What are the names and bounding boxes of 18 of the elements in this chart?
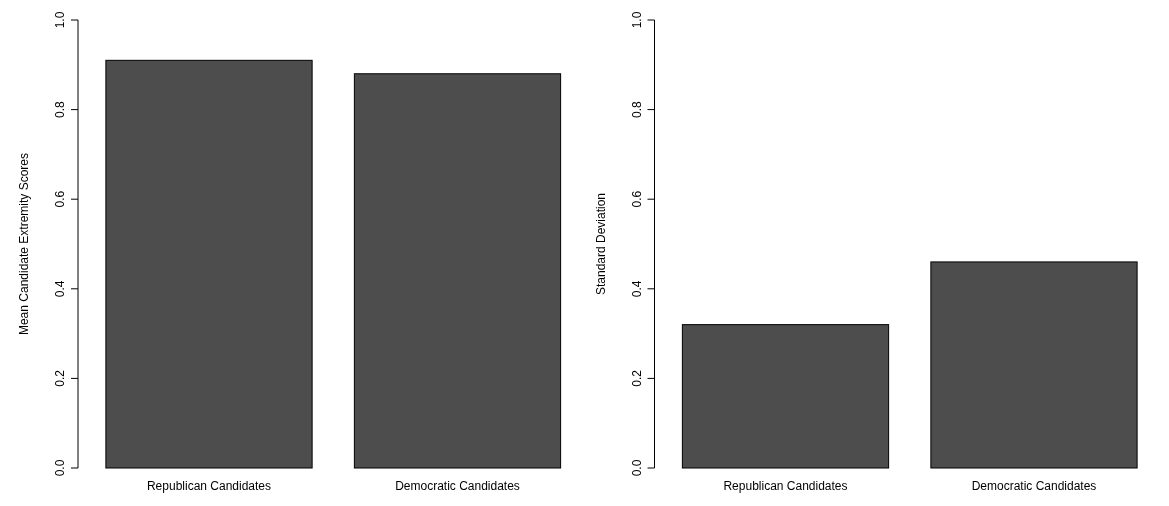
y-tick-label: 0.6 [53, 190, 67, 208]
y-tick-label: 0.4 [629, 280, 644, 298]
y-tick-label: 0.8 [53, 100, 67, 118]
x-tick-label: Democratic Candidates [395, 479, 520, 493]
y-tick-label: 0.8 [629, 100, 644, 118]
y-tick-label: 1.0 [629, 11, 644, 29]
y-tick-label: 0.0 [629, 459, 644, 477]
y-tick-label: 0.6 [629, 190, 644, 208]
y-axis-title: Mean Candidate Extremity Scores [17, 152, 31, 336]
x-tick-label: Republican Candidates [146, 479, 272, 493]
x-tick-label: Republican Candidates [723, 479, 848, 493]
y-tick-label: 0.2 [53, 369, 67, 387]
y-axis-title: Standard Deviation [593, 192, 608, 296]
y-tick-label: 0.2 [629, 369, 644, 387]
y-tick-label: 0.0 [53, 459, 67, 477]
x-tick-label: Democratic Candidates [971, 479, 1097, 493]
y-tick-label: 0.4 [53, 280, 67, 298]
y-tick-label: 1.0 [53, 11, 67, 29]
